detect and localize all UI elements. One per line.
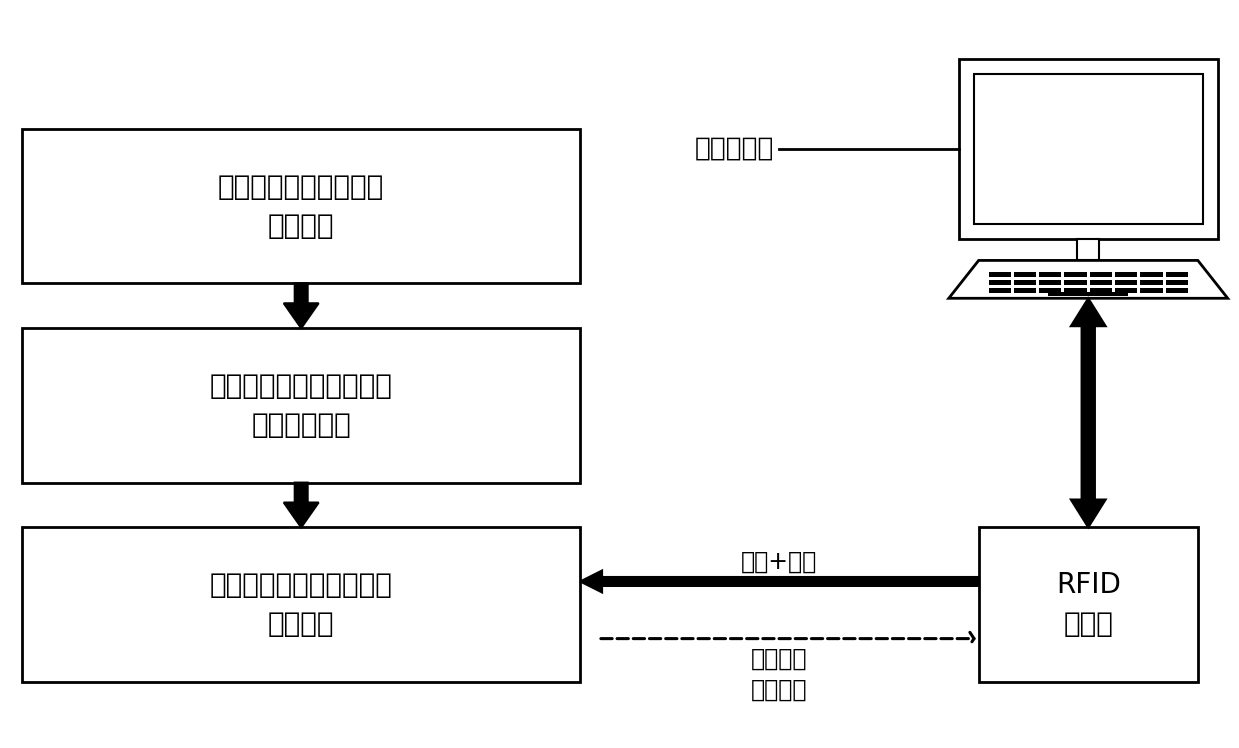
Bar xyxy=(1077,239,1099,260)
Text: 能量+数据: 能量+数据 xyxy=(741,550,818,574)
Bar xyxy=(1090,288,1113,293)
Bar xyxy=(989,280,1011,285)
Polygon shape xyxy=(284,283,318,328)
Bar xyxy=(959,59,1218,239)
Bar xyxy=(1040,272,1062,277)
Text: 标签天线与射频芯片反射
系数改变: 标签天线与射频芯片反射 系数改变 xyxy=(209,571,393,638)
Bar xyxy=(1048,292,1127,295)
Bar xyxy=(1166,280,1188,285)
Bar xyxy=(1140,280,1162,285)
Bar xyxy=(1064,280,1087,285)
Bar xyxy=(22,129,580,283)
Text: 金属结构表面标签天线臂
阻抗发生改变: 金属结构表面标签天线臂 阻抗发生改变 xyxy=(209,372,393,439)
Bar xyxy=(1014,272,1036,277)
Bar xyxy=(1090,272,1113,277)
Text: 金属结构表面产生缺陷
（裂纹）: 金属结构表面产生缺陷 （裂纹） xyxy=(218,173,384,239)
Bar xyxy=(1014,280,1036,285)
Bar xyxy=(979,527,1198,682)
Bar xyxy=(974,74,1203,224)
Text: 调制反向
散射信号: 调制反向 散射信号 xyxy=(751,646,808,702)
Text: 计算机系统: 计算机系统 xyxy=(695,136,774,162)
Bar xyxy=(1090,280,1113,285)
Text: RFID
阅读器: RFID 阅读器 xyxy=(1056,571,1121,638)
Bar xyxy=(1115,288,1137,293)
Bar xyxy=(1014,288,1036,293)
Polygon shape xyxy=(284,482,318,527)
Bar xyxy=(989,272,1011,277)
Bar xyxy=(1064,288,1087,293)
Polygon shape xyxy=(949,260,1228,298)
Bar xyxy=(22,328,580,482)
Bar xyxy=(1140,272,1162,277)
Bar xyxy=(1166,272,1188,277)
Polygon shape xyxy=(1070,326,1105,527)
Bar xyxy=(1064,272,1087,277)
Bar xyxy=(1040,288,1062,293)
Bar xyxy=(1115,272,1137,277)
Bar xyxy=(1140,288,1162,293)
Bar xyxy=(1166,288,1188,293)
Polygon shape xyxy=(580,571,979,592)
Bar xyxy=(989,288,1011,293)
Polygon shape xyxy=(1070,298,1105,500)
Bar xyxy=(1040,280,1062,285)
Bar xyxy=(22,527,580,682)
Bar xyxy=(1115,280,1137,285)
